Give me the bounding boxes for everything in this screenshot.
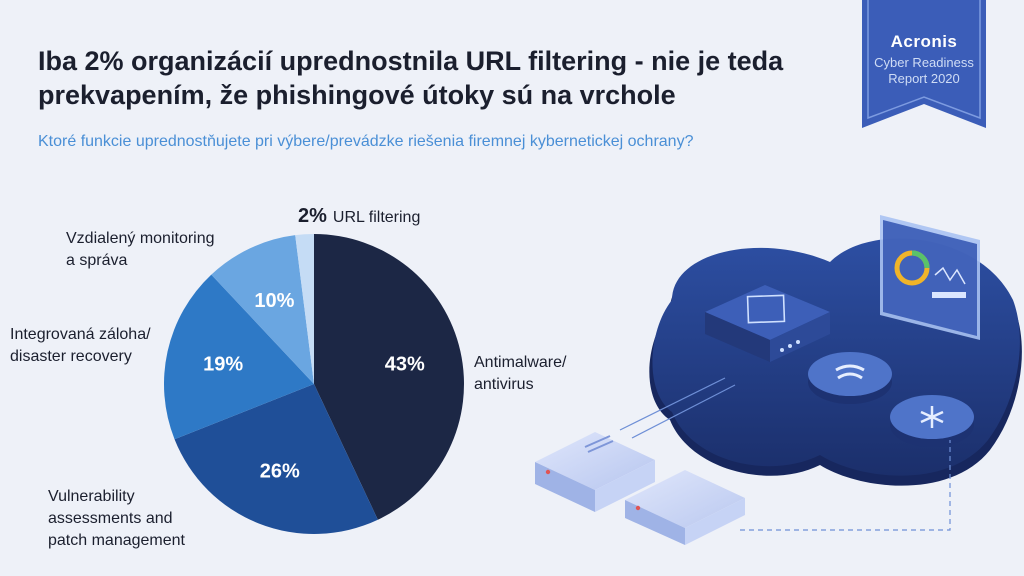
monitor-dashboard-icon [880,215,980,340]
slice-label-antimalware-line-1: Antimalware/ [474,354,567,371]
page-title: Iba 2% organizácií uprednostnila URL fil… [38,44,858,112]
pie-value-label-1: 26% [260,461,300,483]
title-line-2: prekvapením, že phishingové útoky sú na … [38,80,676,110]
cloud-security-illustration [535,215,1022,545]
chip-server-icon [705,285,830,362]
slice-label-monitoring-line-2: a správa [66,252,128,269]
slice-label-vulnerability-line-3: patch management [48,532,185,549]
slice-label-monitoring: Vzdialený monitoring a správa [66,228,215,272]
slice-label-backup-line-2: disaster recovery [10,348,132,365]
slice-value-url-filtering: 2% [298,205,327,227]
shield-disc-icon [808,352,892,404]
small-server-box-1 [535,432,655,512]
badge-line-1: Cyber Readiness [874,55,974,70]
pie-slice-4 [295,233,314,384]
title-line-1: Iba 2% organizácií uprednostnila URL fil… [38,46,784,76]
small-server-box-2 [625,470,745,545]
slice-label-backup: Integrovaná záloha/ disaster recovery [10,324,151,368]
connection-lines [619,377,951,531]
slice-label-antimalware: Antimalware/ antivirus [474,352,566,396]
report-badge [862,0,986,128]
pie-slice-3 [211,235,314,384]
slice-label-url-filtering-text: URL filtering [332,209,421,226]
pie-value-label-3: 10% [254,290,294,312]
snowflake-disc-icon [890,395,974,447]
slice-label-monitoring-line-1: Vzdialený monitoring [66,230,215,247]
pie-slice-2 [163,274,314,440]
slice-label-vulnerability: Vulnerability assessments and patch mana… [48,486,185,552]
badge-line-2: Report 2020 [888,71,960,86]
pie-chart: 43% 26% 19% 10% [163,233,464,534]
slice-label-backup-line-1: Integrovaná záloha/ [10,326,151,343]
pie-value-label-0: 43% [385,354,425,376]
slice-label-vulnerability-line-2: assessments and [48,510,173,527]
pie-slice-0 [314,234,464,520]
badge-brand: Acronis [890,32,958,51]
pie-value-label-2: 19% [203,354,243,376]
slice-label-antimalware-line-2: antivirus [474,376,534,393]
slice-label-vulnerability-line-1: Vulnerability [48,488,135,505]
slice-label-url-filtering: 2% URL filtering [298,205,420,229]
pie-slice-1 [174,384,378,534]
chart-subtitle: Ktoré funkcie uprednostňujete pri výbere… [38,133,694,150]
